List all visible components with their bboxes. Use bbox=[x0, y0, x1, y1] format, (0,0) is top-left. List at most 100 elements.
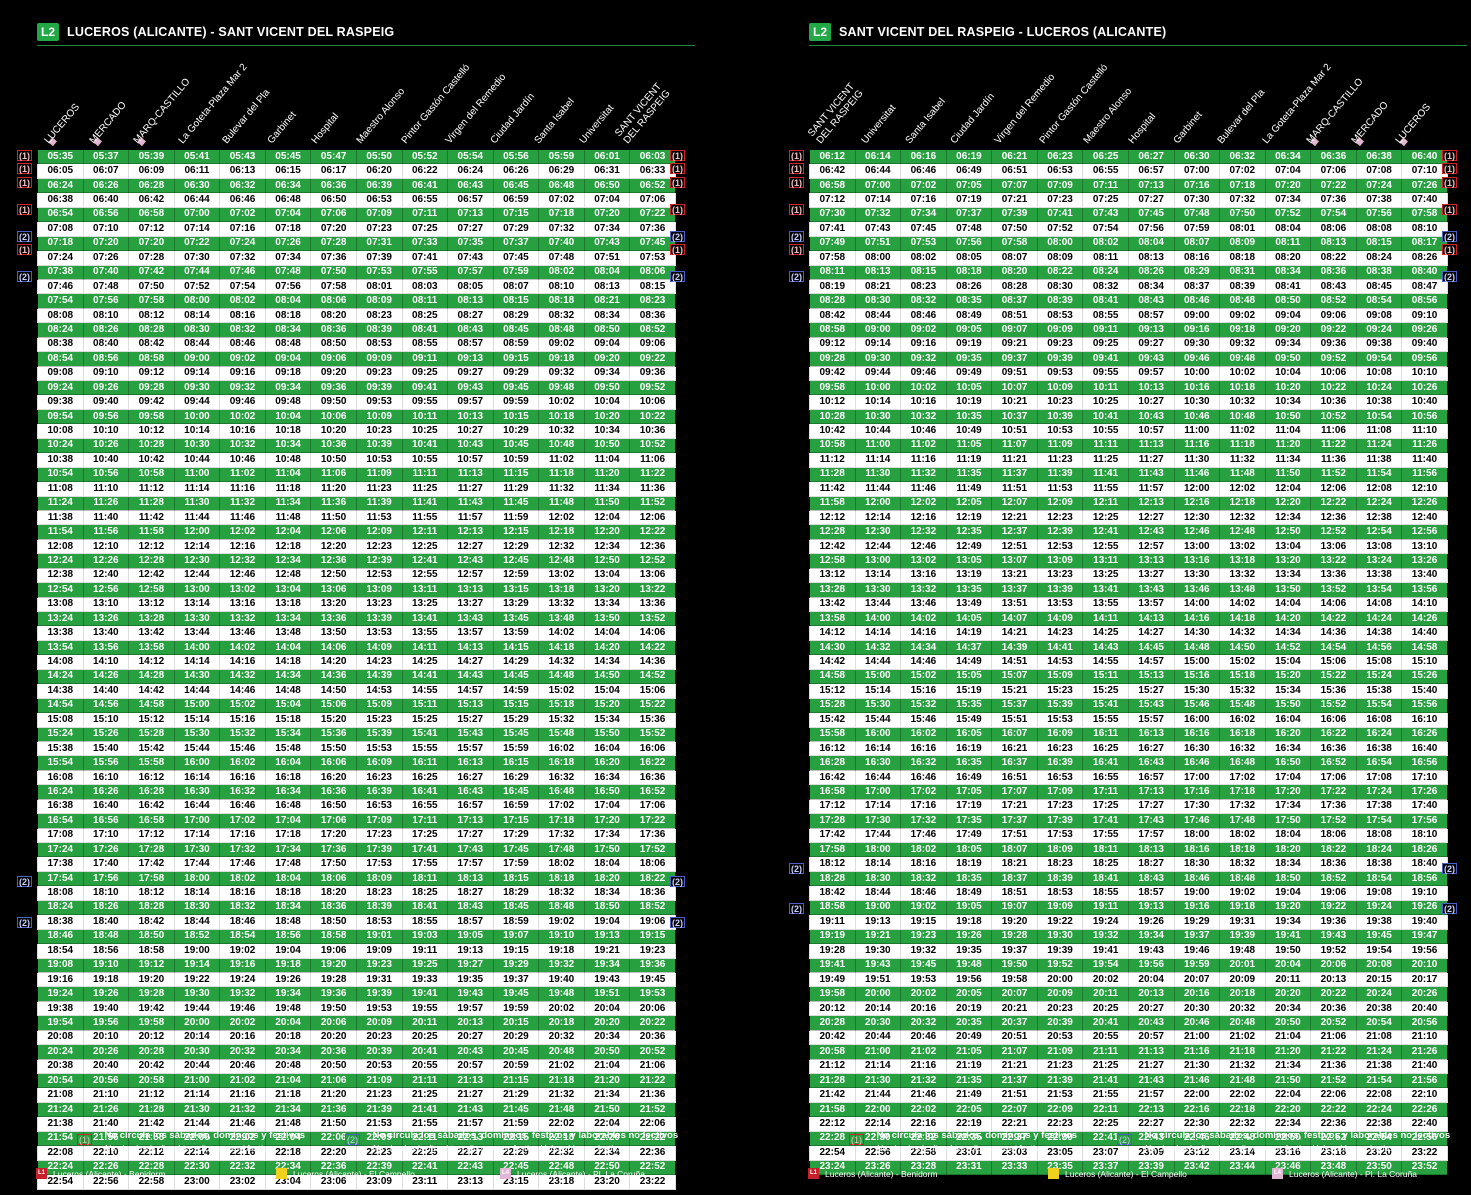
time-cell: 10:14 bbox=[854, 394, 902, 410]
time-cell: 08:15 bbox=[492, 293, 540, 309]
time-cell: 14:08 bbox=[1355, 596, 1403, 613]
time-cell: 13:54 bbox=[1355, 582, 1403, 598]
time-cell: 08:13 bbox=[1310, 235, 1357, 252]
time-cell: 21:29 bbox=[492, 1087, 540, 1103]
time-cell: 08:05 bbox=[447, 278, 494, 295]
time-cell: 10:29 bbox=[492, 423, 540, 439]
time-cell: 07:09 bbox=[355, 206, 403, 223]
time-cell: 08:34 bbox=[1264, 264, 1312, 280]
time-cell: 06:24 bbox=[447, 163, 494, 179]
station-header: MERCADO bbox=[1344, 100, 1391, 146]
footnote-marker-1: (1) bbox=[789, 203, 804, 215]
time-cell: 10:30 bbox=[854, 408, 902, 425]
time-cell: 18:52 bbox=[629, 899, 676, 916]
time-cell: 20:43 bbox=[1127, 1015, 1175, 1031]
time-cell: 14:18 bbox=[264, 654, 312, 670]
time-cell: 07:04 bbox=[264, 206, 312, 223]
time-cell: 21:50 bbox=[1264, 1072, 1312, 1089]
time-cell: 16:20 bbox=[1264, 726, 1312, 742]
time-cell: 10:08 bbox=[1355, 365, 1403, 382]
time-cell: 20:07 bbox=[991, 986, 1038, 1002]
time-cell: 18:57 bbox=[447, 914, 494, 930]
time-cell: 11:20 bbox=[310, 481, 357, 497]
time-cell: 14:38 bbox=[37, 683, 84, 699]
time-cell: 17:11 bbox=[401, 813, 449, 829]
time-cell: 08:26 bbox=[945, 278, 993, 295]
table-row: 10:24 10:26 10:28 10:30 10:32 10:34 10:36 10:39… bbox=[37, 437, 676, 454]
footnote-marker-1: (1) bbox=[1442, 163, 1457, 175]
time-cell: 19:21 bbox=[583, 943, 631, 959]
station-header: Hospital bbox=[1121, 111, 1165, 146]
time-cell: 20:11 bbox=[1264, 971, 1312, 988]
time-cell: 19:54 bbox=[1355, 943, 1403, 959]
time-cell: 11:18 bbox=[1219, 437, 1266, 454]
time-cell: 21:32 bbox=[900, 1072, 947, 1089]
time-cell: 20:46 bbox=[219, 1058, 266, 1075]
time-cell: 21:39 bbox=[355, 1101, 403, 1118]
station-header: Santa Isabel bbox=[898, 96, 948, 146]
station-name: Universitat bbox=[859, 102, 898, 146]
time-cell: 07:56 bbox=[264, 278, 312, 295]
time-cell: 06:46 bbox=[219, 192, 266, 208]
time-cell: 15:41 bbox=[401, 726, 449, 742]
footnote-marker-1: (1) bbox=[670, 203, 685, 215]
time-cell: 10:12 bbox=[809, 394, 856, 410]
time-cell: 10:43 bbox=[1127, 408, 1175, 425]
time-cell: 10:04 bbox=[583, 394, 631, 410]
time-cell: 07:09 bbox=[1036, 177, 1084, 194]
time-cell: 18:50 bbox=[310, 914, 357, 930]
table-row: 14:54 14:56 14:58 15:00 15:02 15:04 15:06 15:09… bbox=[37, 697, 676, 714]
time-cell: 16:54 bbox=[37, 813, 84, 829]
table-row: 17:38 17:40 17:42 17:44 17:46 17:48 17:50 17:53… bbox=[37, 856, 676, 872]
time-cell: 11:13 bbox=[447, 466, 494, 483]
timetable-title: L2 SANT VICENT DEL RASPEIG - LUCEROS (AL… bbox=[809, 21, 1166, 43]
time-cell: 19:02 bbox=[219, 943, 266, 959]
table-row: 20:58 21:00 21:02 21:05 21:07 21:09 21:11 21:13… bbox=[809, 1044, 1448, 1060]
time-cell: 09:36 bbox=[629, 365, 676, 382]
time-cell: 14:18 bbox=[1219, 610, 1266, 627]
time-cell: 10:02 bbox=[1219, 365, 1266, 382]
time-cell: 20:39 bbox=[355, 1044, 403, 1060]
station-name: MERCADO bbox=[1349, 99, 1391, 146]
time-cell: 19:41 bbox=[809, 957, 856, 973]
time-cell: 13:34 bbox=[583, 596, 631, 613]
time-cell: 07:20 bbox=[82, 235, 130, 252]
time-cell: 16:18 bbox=[1219, 726, 1266, 742]
time-cell: 11:50 bbox=[310, 509, 357, 526]
time-cell: 16:10 bbox=[82, 769, 130, 786]
time-cell: 08:50 bbox=[583, 322, 631, 338]
time-cell: 21:42 bbox=[809, 1087, 856, 1103]
time-cell: 16:38 bbox=[37, 798, 84, 815]
time-cell: 17:21 bbox=[991, 798, 1038, 815]
table-row: 15:42 15:44 15:46 15:49 15:51 15:53 15:55 15:57… bbox=[809, 712, 1448, 728]
time-cell: 22:58 bbox=[900, 1145, 947, 1161]
time-cell: 07:20 bbox=[1264, 177, 1312, 194]
time-cell: 19:24 bbox=[37, 986, 84, 1002]
time-cell: 16:53 bbox=[355, 798, 403, 815]
time-cell: 17:02 bbox=[219, 813, 266, 829]
table-row: 13:38 13:40 13:42 13:44 13:46 13:48 13:50 13:53… bbox=[37, 625, 676, 641]
time-cell: 20:28 bbox=[128, 1044, 175, 1060]
table-row: 17:42 17:44 17:46 17:49 17:51 17:53 17:55 17:57… bbox=[809, 827, 1448, 844]
time-cell: 14:16 bbox=[900, 625, 947, 641]
time-cell: 14:02 bbox=[1219, 596, 1266, 613]
time-cell: 15:51 bbox=[991, 712, 1038, 728]
time-cell: 15:24 bbox=[37, 726, 84, 742]
time-cell: 14:32 bbox=[538, 654, 585, 670]
time-cell: 11:22 bbox=[629, 466, 676, 483]
time-cell: 08:02 bbox=[538, 264, 585, 280]
time-cell: 09:00 bbox=[173, 351, 221, 367]
time-cell: 07:54 bbox=[219, 278, 266, 295]
time-cell: 19:27 bbox=[447, 957, 494, 973]
time-cell: 10:52 bbox=[629, 437, 676, 454]
time-cell: 18:08 bbox=[1355, 827, 1403, 844]
time-cell: 15:46 bbox=[219, 740, 266, 757]
time-cell: 13:18 bbox=[1219, 553, 1266, 569]
time-cell: 12:18 bbox=[1219, 495, 1266, 511]
time-cell: 06:53 bbox=[355, 192, 403, 208]
time-cell: 18:37 bbox=[991, 870, 1038, 887]
time-cell: 13:58 bbox=[128, 639, 175, 656]
time-cell: 11:02 bbox=[1219, 423, 1266, 439]
table-row: 22:54 22:56 22:58 23:01 23:03 23:05 23:07 23:09… bbox=[809, 1145, 1448, 1161]
time-cell: 11:28 bbox=[128, 495, 175, 511]
